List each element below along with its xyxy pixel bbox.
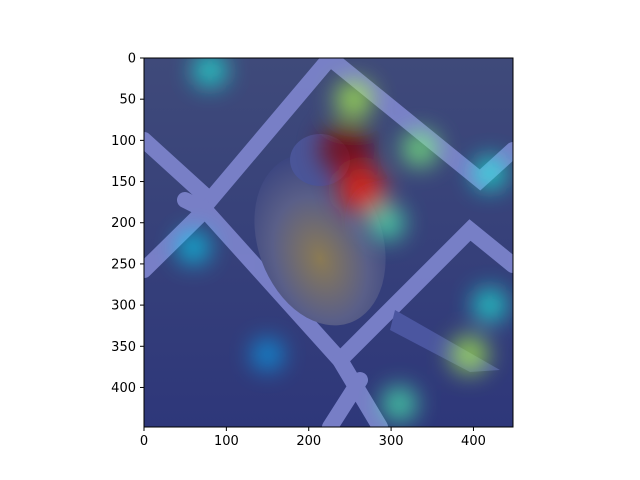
heatmap-blob xyxy=(193,58,227,87)
heatmap-blob xyxy=(177,231,210,264)
y-axis: 0 50 100 150 200 250 300 350 400 xyxy=(111,52,144,396)
heatmap-blob xyxy=(335,80,373,118)
axes-frame xyxy=(143,57,514,428)
heatmap-blob xyxy=(382,386,417,422)
y-tick-label: 250 xyxy=(111,257,136,272)
y-tick-label: 50 xyxy=(119,93,136,108)
heatmap-blob xyxy=(252,339,283,370)
x-tick-label: 100 xyxy=(214,434,239,449)
y-tick-label: 300 xyxy=(111,299,136,314)
heatmap-blob xyxy=(369,205,405,240)
y-tick-label: 200 xyxy=(111,216,136,231)
image-area xyxy=(144,58,513,427)
x-tick-label: 400 xyxy=(461,434,486,449)
x-tick-label: 0 xyxy=(140,434,148,449)
x-tick-label: 300 xyxy=(379,434,404,449)
x-tick-label: 200 xyxy=(296,434,321,449)
heatmap-blob xyxy=(401,130,438,167)
y-tick-label: 400 xyxy=(111,381,136,396)
heatmap-blob xyxy=(473,156,507,190)
heatmap-blob xyxy=(473,288,507,322)
heatmap-blob xyxy=(338,166,386,214)
y-tick-label: 0 xyxy=(128,52,136,67)
y-tick-label: 350 xyxy=(111,340,136,355)
heatmap-blob xyxy=(450,335,489,374)
x-axis: 0 100 200 300 400 xyxy=(140,427,486,449)
heatmap-blob xyxy=(319,122,372,175)
heatmap-overlay xyxy=(177,58,507,422)
y-tick-label: 150 xyxy=(111,175,136,190)
y-tick-label: 100 xyxy=(111,134,136,149)
